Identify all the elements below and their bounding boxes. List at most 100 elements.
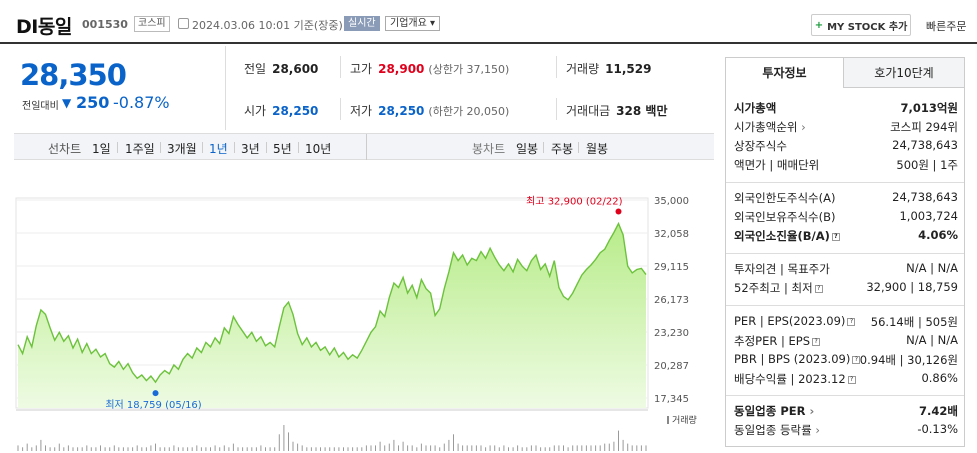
period-10y[interactable]: 10년 [305,142,332,156]
period-1w[interactable]: 1주일 [125,142,155,156]
volume-bar [324,447,326,451]
volume-bar [549,447,551,451]
volume-bar [448,439,450,451]
quote-datetime: 2024.03.06 10:01 기준(장중) [192,19,343,32]
volume-bar [223,445,225,451]
sector-rate-row[interactable]: 동일업종 등락률 › -0.13% [734,422,958,437]
volume-bar [45,445,46,451]
volume-bar [81,447,83,451]
foreign-limit-row: 외국인한도주식수(A) 24,738,643 [734,190,958,205]
volume-bar [191,447,193,451]
volume-bar [315,447,317,451]
market-badge: 코스피 [134,16,170,32]
volume-bar [466,445,468,451]
volume-bar [627,443,629,451]
volume-bar [338,447,340,451]
volume-bar [26,443,28,451]
volume-bar [613,441,615,451]
y-tick-label: 35,000 [654,196,689,207]
add-mystock-button[interactable]: + MY STOCK 추가 [811,14,911,36]
volume-bar [480,445,482,451]
per-row: PER | EPS(2023.09)? 56.14배 | 505원 [734,314,958,329]
volume-bar [356,447,358,451]
period-1y[interactable]: 1년 [209,142,228,156]
volume-bar [608,443,610,451]
help-icon: ? [852,355,861,364]
volume-bar [237,447,239,451]
volume-bar [640,445,642,451]
change-percent: -0.87% [113,93,170,112]
volume-bar [370,445,372,451]
tab-orderbook[interactable]: 호가10단계 [844,58,964,88]
volume-bar [347,447,349,451]
volume-bar [361,447,363,451]
y-tick-label: 17,345 [654,394,689,405]
volume-bar [113,445,115,451]
volume-bar [618,430,619,451]
chevron-right-icon: › [801,120,806,134]
candle-daily[interactable]: 일봉 [516,142,539,156]
volume-bar [100,445,101,451]
volume-bar [40,439,42,451]
volume-bar [283,425,285,451]
realtime-badge[interactable]: 실시간 [344,16,380,31]
candle-monthly[interactable]: 월봉 [586,142,609,156]
est-per-row: 추정PER | EPS? N/A | N/A [734,333,958,348]
volume-bar [567,447,569,451]
volume-bar [136,445,138,451]
period-3y[interactable]: 3년 [241,142,260,156]
company-info-dropdown[interactable]: 기업개요 ▾ [385,16,441,31]
open-price: 시가 28,250 [244,104,319,118]
volume-bar [292,441,294,451]
volume-bar [471,445,473,451]
sector-per-row[interactable]: 동일업종 PER › 7.42배 [734,404,958,418]
help-icon: ? [814,284,823,293]
volume-bar [590,445,592,451]
dividend-row: 배당수익률 | 2023.12? 0.86% [734,371,958,386]
volume-bar [54,447,56,451]
volume-bar [141,447,143,451]
volume-bar [393,439,395,451]
volume-bar [544,447,546,451]
opinion-row: 투자의견 | 목표주가 N/A | N/A [734,261,958,276]
volume-bar [132,447,134,451]
tab-investment-info[interactable]: 투자정보 [726,58,844,88]
volume: 거래량 11,529 [566,62,652,76]
company-info-label: 기업개요 [390,18,427,29]
week52-row: 52주최고 | 최저? 32,900 | 18,759 [734,280,958,295]
volume-bar [168,447,170,451]
period-5y[interactable]: 5년 [273,142,292,156]
candle-weekly[interactable]: 주봉 [551,142,574,156]
volume-bar [388,443,390,451]
volume-bar [425,445,427,451]
volume-bar [145,447,147,451]
period-3m[interactable]: 3개월 [167,142,197,156]
period-1d[interactable]: 1일 [92,142,111,156]
stock-code: 001530 [82,18,128,31]
volume-bar [232,443,234,451]
volume-bar [219,447,221,451]
volume-bar [333,447,335,451]
volume-bar [526,447,528,451]
market-cap-rank-row[interactable]: 시가총액순위 › 코스피 294위 [734,120,958,134]
quick-order-link[interactable]: 빠른주문 [926,20,967,33]
investment-info-panel: 투자정보 호가10단계 시가총액 7,013억원 시가총액순위 › 코스피 294위… [725,57,965,447]
volume-bar [402,441,404,451]
volume-bar [177,447,179,451]
volume-bar [274,447,276,451]
chevron-down-icon: ▾ [430,18,436,29]
volume-bar [95,447,97,451]
volume-bar [182,447,184,451]
price-chart[interactable]: 35,000 32,058 29,115 26,173 23,230 20,287 17,3… [0,160,715,453]
volume-bar [581,445,583,451]
y-tick-label: 20,287 [654,361,689,372]
volume-legend-icon [667,416,669,424]
volume-bar [196,445,198,451]
volume-bar [159,447,161,451]
volume-bar [288,432,289,451]
volume-bar [489,445,491,451]
volume-bar [576,445,578,451]
help-icon: ? [812,337,821,346]
change-value: 250 [76,93,110,112]
volume-bar [155,443,156,451]
